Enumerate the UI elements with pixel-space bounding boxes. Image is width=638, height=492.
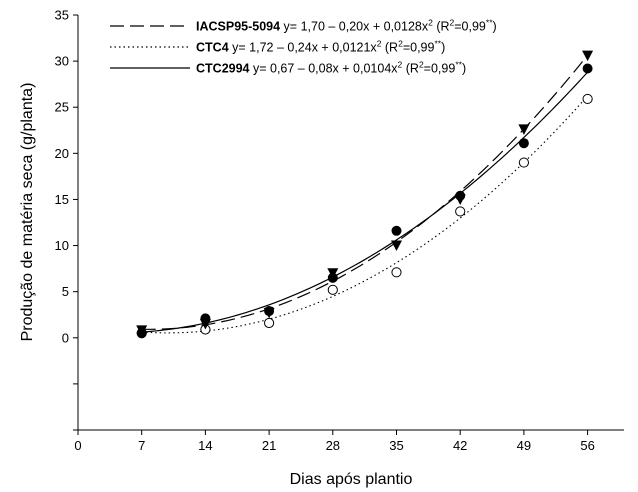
legend-equation: y= 1,70 – 0,20x + 0,0128x xyxy=(280,20,429,34)
x-tick-label: 56 xyxy=(580,438,594,453)
legend-close-paren: ) xyxy=(462,62,466,76)
point-iacsp95-5094 xyxy=(391,240,402,252)
y-tick-label: 20 xyxy=(55,146,69,161)
point-ctc2994 xyxy=(200,313,211,324)
legend-superscript: 2 xyxy=(428,18,433,28)
point-iacsp95-5094 xyxy=(582,50,594,62)
y-tick-label: 15 xyxy=(55,192,69,207)
legend-r2: (R xyxy=(433,20,450,34)
point-ctc2994 xyxy=(264,306,275,317)
legend: IACSP95-5094 y= 1,70 – 0,20x + 0,0128x2 … xyxy=(110,18,497,76)
legend-r2-value: =0,99 xyxy=(424,62,456,76)
point-ctc4 xyxy=(455,206,466,217)
legend-significance: ** xyxy=(486,18,493,28)
legend-close-paren: ) xyxy=(441,41,445,55)
point-ctc4 xyxy=(264,317,275,329)
point-ctc4 xyxy=(327,284,338,295)
legend-superscript: 2 xyxy=(419,60,424,70)
legend-r2-value: =0,99 xyxy=(454,20,486,34)
y-tick-label: 25 xyxy=(55,100,69,115)
legend-entry-iacsp95-5094: IACSP95-5094 y= 1,70 – 0,20x + 0,0128x2 … xyxy=(196,18,497,34)
x-axis-title: Dias após plantio xyxy=(290,471,413,488)
legend-superscript: 2 xyxy=(450,18,455,28)
point-ctc4 xyxy=(518,157,530,168)
point-ctc2994 xyxy=(518,138,529,149)
x-tick-label: 35 xyxy=(389,438,403,453)
x-tick-label: 28 xyxy=(326,438,340,453)
point-ctc2994 xyxy=(391,225,402,236)
legend-close-paren: ) xyxy=(493,20,497,34)
y-tick-label: 30 xyxy=(55,54,69,69)
legend-equation: y= 0,67 – 0,08x + 0,0104x xyxy=(250,62,399,76)
legend-entry-ctc2994: CTC2994 y= 0,67 – 0,08x + 0,0104x2 (R2=0… xyxy=(196,60,466,76)
point-iacsp95-5094 xyxy=(518,124,530,135)
legend-series-name: IACSP95-5094 xyxy=(196,20,280,34)
fit-curves xyxy=(141,54,589,334)
y-axis-title: Produção de matéria seca (g/planta) xyxy=(19,83,36,342)
fit-curve-ctc2994 xyxy=(141,71,589,333)
legend-significance: ** xyxy=(455,60,462,70)
x-tick-label: 42 xyxy=(453,438,467,453)
y-tick-label: 35 xyxy=(55,8,69,23)
y-tick-label: 10 xyxy=(55,238,69,253)
x-tick-label: 7 xyxy=(138,438,145,453)
legend-superscript: 2 xyxy=(398,39,403,49)
point-ctc2994 xyxy=(582,63,593,74)
point-ctc2994 xyxy=(136,328,147,339)
point-ctc2994 xyxy=(327,272,338,283)
x-tick-label: 49 xyxy=(517,438,531,453)
legend-r2: (R xyxy=(402,62,419,76)
x-tick-label: 14 xyxy=(198,438,212,453)
legend-equation: y= 1,72 – 0,24x + 0,0121x xyxy=(229,41,378,55)
legend-superscript: 2 xyxy=(377,39,382,49)
data-points xyxy=(136,50,594,339)
point-ctc2994 xyxy=(455,190,466,201)
x-tick-label: 0 xyxy=(74,438,81,453)
point-ctc4 xyxy=(582,93,593,105)
fit-curve-iacsp95-5094 xyxy=(141,54,589,330)
legend-series-name: CTC2994 xyxy=(196,62,250,76)
y-tick-label: 0 xyxy=(62,330,69,345)
legend-entry-ctc4: CTC4 y= 1,72 – 0,24x + 0,0121x2 (R2=0,99… xyxy=(196,39,445,55)
fit-curve-ctc4 xyxy=(141,95,589,334)
legend-r2-value: =0,99 xyxy=(403,41,435,55)
legend-significance: ** xyxy=(434,39,441,49)
x-tick-label: 21 xyxy=(262,438,276,453)
axes: 0 5 10 15 20 25 30 35 0 7 14 21 28 35 42 49 56 xyxy=(55,8,624,453)
legend-superscript: 2 xyxy=(398,60,403,70)
y-tick-label: 5 xyxy=(62,284,69,299)
point-ctc4 xyxy=(391,267,402,278)
legend-series-name: CTC4 xyxy=(196,41,229,55)
legend-r2: (R xyxy=(381,41,398,55)
